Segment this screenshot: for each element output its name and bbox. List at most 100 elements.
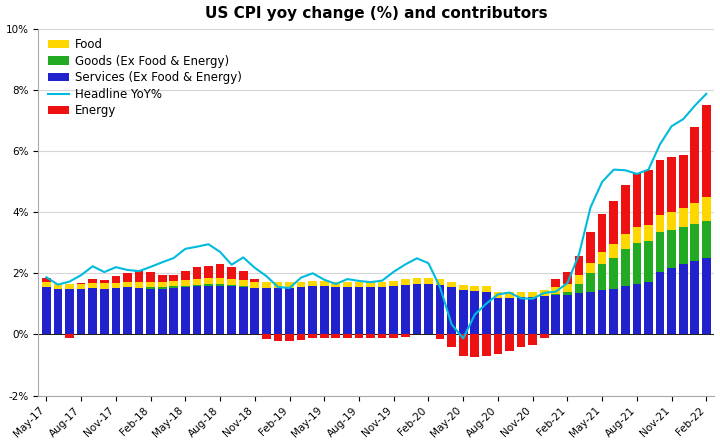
Bar: [586, 291, 595, 335]
Headline YoY%: [192, 244, 201, 249]
Bar: [77, 283, 86, 284]
Bar: [679, 155, 688, 208]
Bar: [343, 282, 352, 287]
Bar: [505, 292, 514, 298]
Bar: [146, 288, 155, 335]
Bar: [482, 335, 491, 356]
Bar: [331, 335, 340, 337]
Bar: [528, 335, 537, 345]
Bar: [239, 286, 248, 287]
Bar: [378, 335, 387, 337]
Bar: [169, 281, 178, 287]
Bar: [424, 279, 433, 284]
Bar: [366, 287, 375, 335]
Bar: [216, 286, 225, 335]
Bar: [470, 286, 479, 291]
Bar: [401, 279, 410, 285]
Bar: [123, 287, 132, 335]
Bar: [77, 284, 86, 290]
Bar: [459, 285, 467, 290]
Bar: [447, 335, 456, 347]
Bar: [308, 335, 317, 338]
Bar: [366, 335, 375, 337]
Bar: [204, 284, 213, 286]
Bar: [528, 291, 537, 297]
Bar: [42, 278, 50, 282]
Bar: [563, 272, 572, 284]
Bar: [169, 287, 178, 288]
Bar: [378, 282, 387, 287]
Bar: [644, 282, 653, 335]
Bar: [575, 275, 583, 284]
Bar: [331, 282, 340, 287]
Bar: [66, 284, 74, 290]
Bar: [505, 335, 514, 351]
Bar: [123, 282, 132, 287]
Bar: [297, 282, 305, 287]
Headline YoY%: [494, 292, 503, 297]
Bar: [679, 227, 688, 264]
Bar: [424, 284, 433, 335]
Bar: [690, 261, 699, 335]
Bar: [239, 280, 248, 286]
Bar: [216, 279, 225, 284]
Bar: [285, 283, 294, 288]
Bar: [89, 279, 97, 283]
Bar: [390, 335, 398, 337]
Bar: [297, 335, 305, 340]
Bar: [204, 279, 213, 284]
Bar: [436, 285, 444, 335]
Bar: [552, 279, 560, 287]
Bar: [146, 287, 155, 288]
Bar: [563, 291, 572, 295]
Bar: [42, 282, 50, 287]
Bar: [656, 160, 665, 215]
Bar: [436, 279, 444, 285]
Bar: [158, 287, 166, 288]
Bar: [586, 263, 595, 273]
Bar: [192, 279, 202, 285]
Bar: [100, 288, 109, 335]
Bar: [181, 280, 189, 286]
Bar: [575, 255, 583, 275]
Bar: [413, 284, 421, 335]
Bar: [216, 264, 225, 279]
Bar: [517, 335, 526, 347]
Bar: [262, 288, 271, 335]
Bar: [262, 283, 271, 288]
Bar: [575, 293, 583, 335]
Bar: [169, 275, 178, 281]
Bar: [308, 281, 317, 287]
Bar: [656, 272, 665, 335]
Bar: [135, 271, 143, 283]
Bar: [285, 335, 294, 341]
Bar: [621, 286, 629, 335]
Bar: [320, 287, 328, 335]
Headline YoY%: [540, 290, 549, 295]
Bar: [228, 285, 236, 287]
Bar: [679, 208, 688, 227]
Bar: [204, 286, 213, 335]
Bar: [667, 212, 676, 230]
Bar: [308, 287, 317, 335]
Bar: [285, 288, 294, 335]
Bar: [609, 288, 618, 335]
Bar: [609, 244, 618, 258]
Bar: [633, 243, 642, 284]
Bar: [505, 298, 514, 335]
Bar: [552, 294, 560, 295]
Bar: [158, 282, 166, 287]
Bar: [633, 173, 642, 227]
Bar: [621, 185, 629, 234]
Bar: [494, 298, 503, 335]
Bar: [262, 335, 271, 339]
Bar: [447, 282, 456, 287]
Legend: Food, Goods (Ex Food & Energy), Services (Ex Food & Energy), Headline YoY%, Ener: Food, Goods (Ex Food & Energy), Services…: [44, 35, 246, 121]
Bar: [112, 283, 120, 288]
Bar: [320, 335, 328, 337]
Bar: [181, 271, 189, 280]
Bar: [494, 292, 503, 298]
Bar: [320, 281, 328, 287]
Bar: [378, 287, 387, 335]
Bar: [633, 227, 642, 243]
